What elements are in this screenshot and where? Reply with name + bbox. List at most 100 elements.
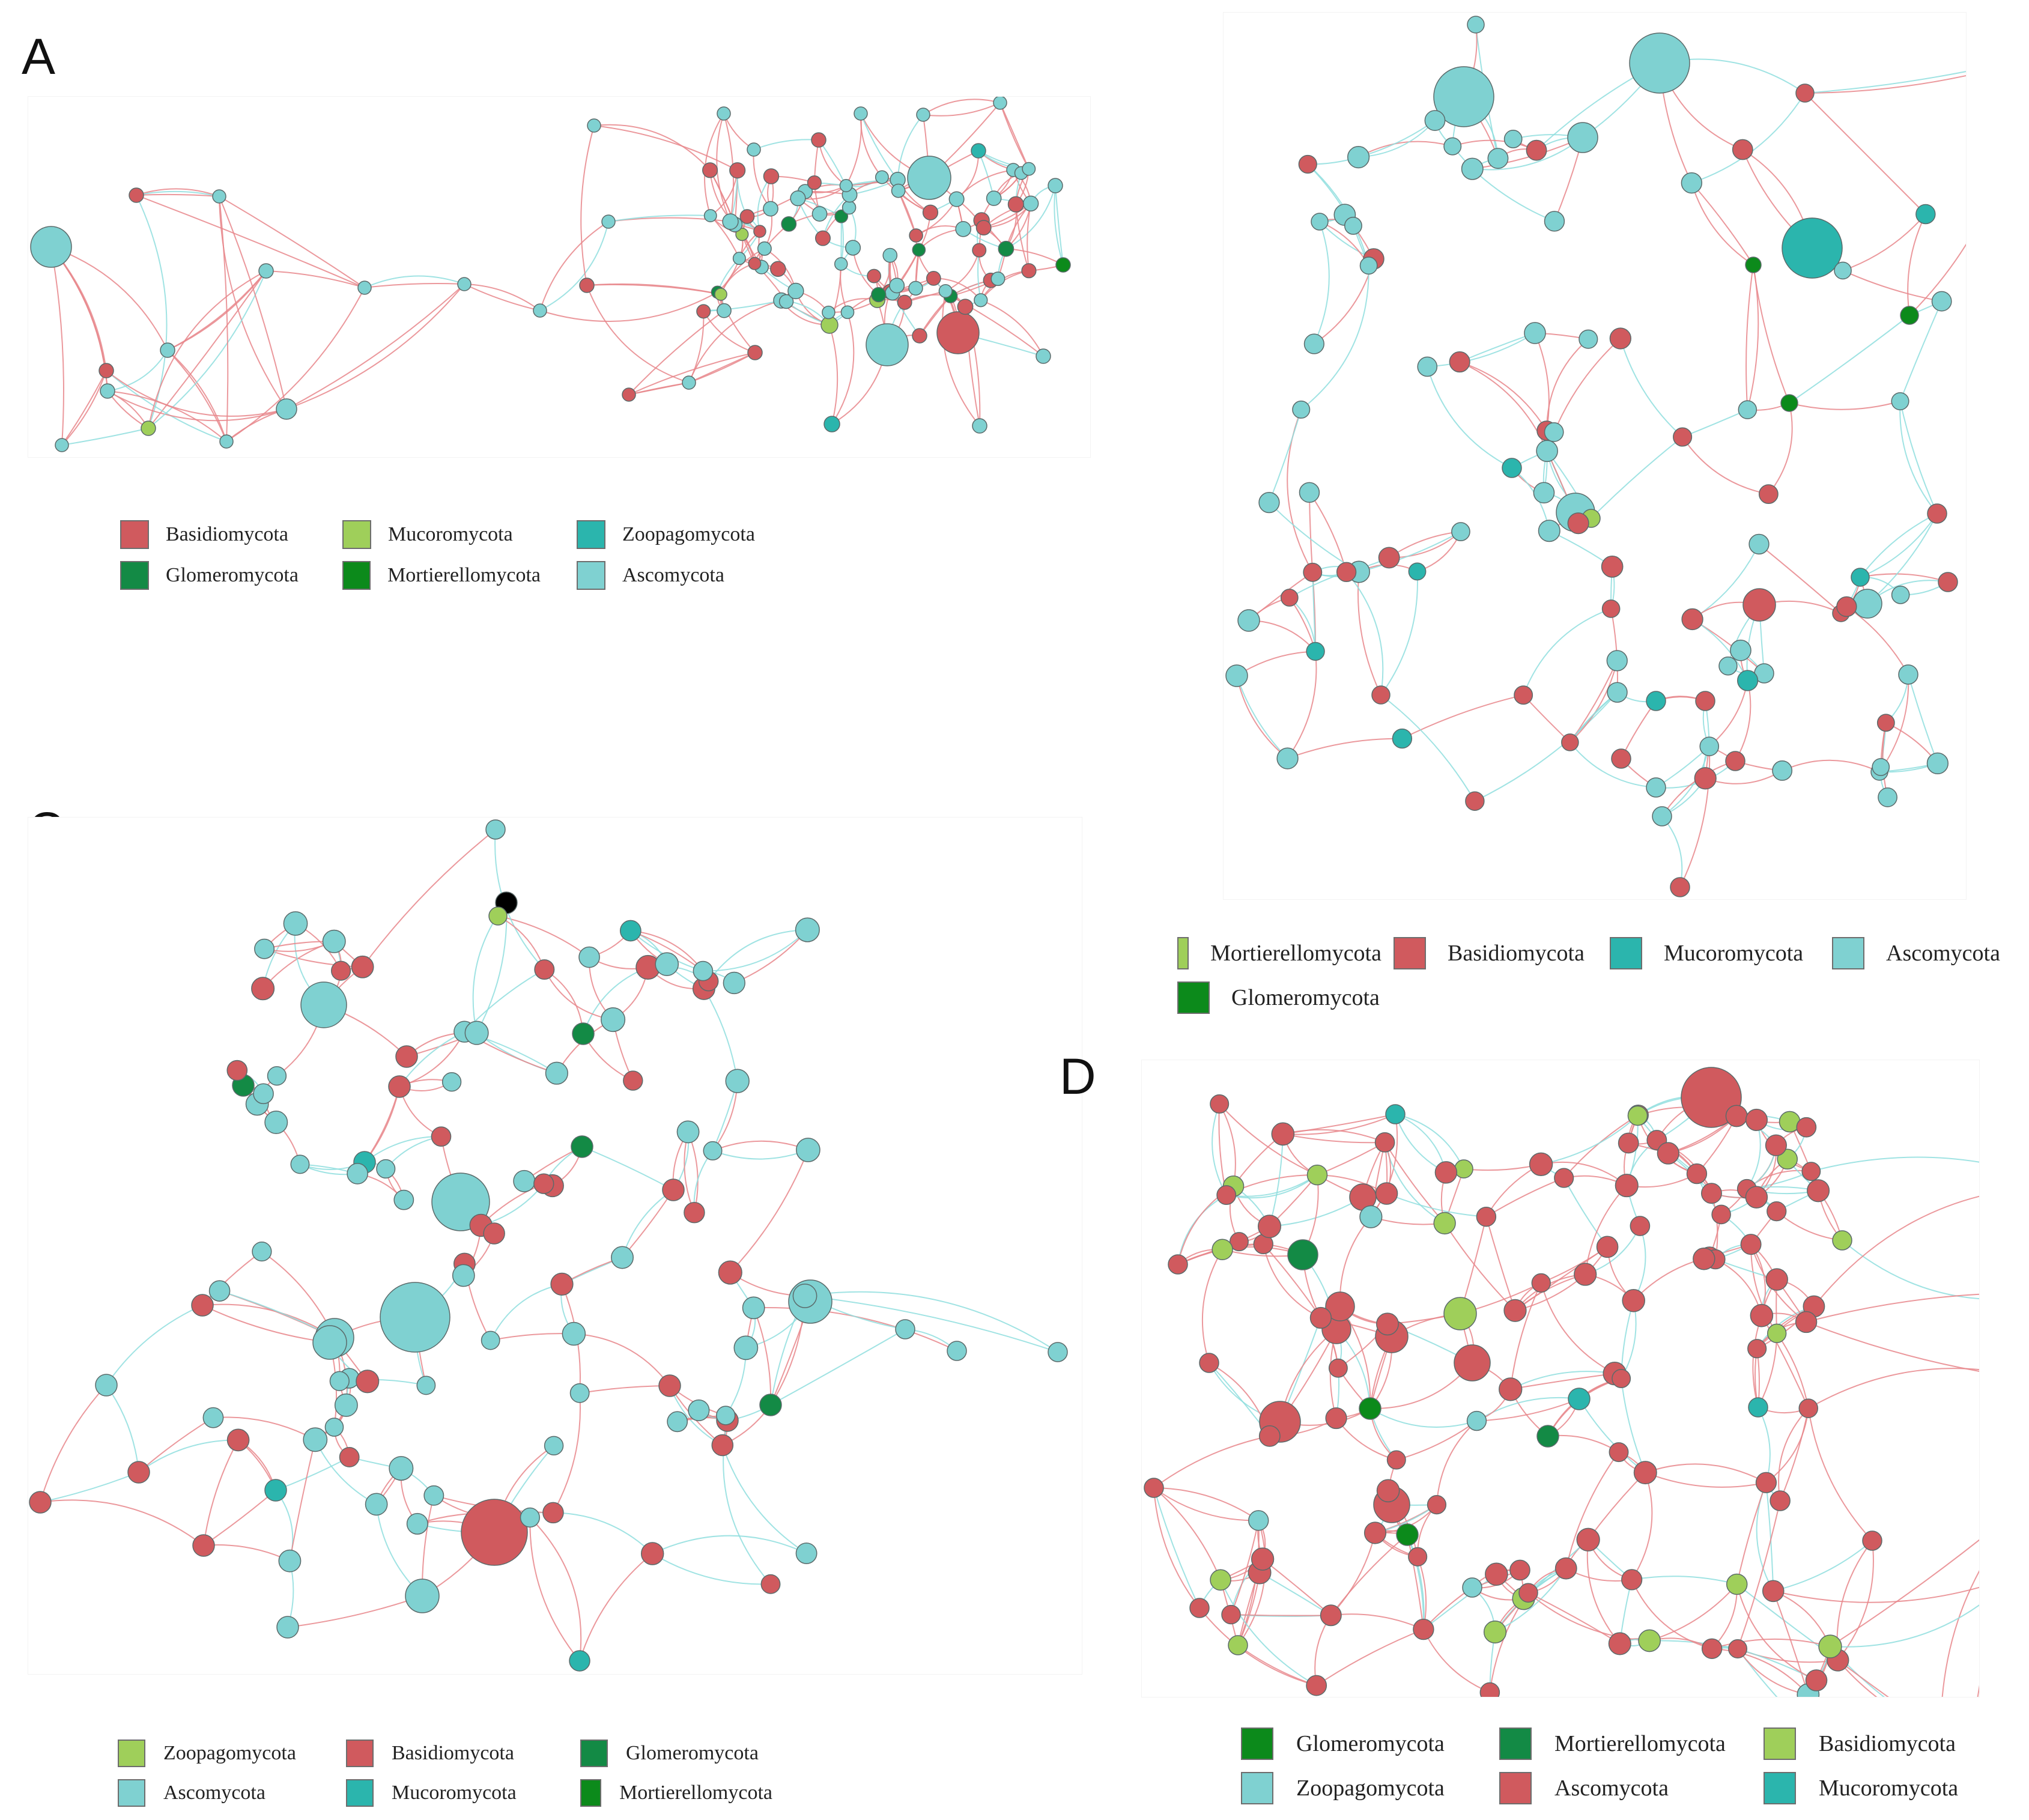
network-node <box>795 917 820 942</box>
network-node <box>534 959 555 980</box>
network-edge <box>804 1291 1058 1353</box>
network-node <box>1801 1162 1821 1181</box>
network-edge <box>753 1308 772 1406</box>
network-node <box>339 1446 360 1467</box>
network-node <box>141 420 156 436</box>
network-node <box>688 1399 710 1422</box>
network-edge <box>1523 694 1571 743</box>
network-edge <box>1736 1584 1817 1681</box>
network-edge <box>106 1385 139 1473</box>
network-node <box>550 1272 574 1296</box>
network-node <box>1686 1163 1708 1185</box>
network-node <box>1007 196 1024 213</box>
network-edge <box>1830 1539 1979 1647</box>
network-node <box>1336 562 1357 583</box>
network-edge <box>136 195 168 429</box>
network-edge <box>1907 214 1926 316</box>
network-edge <box>1476 1398 1580 1422</box>
legend-item: Ascomycota <box>577 561 769 590</box>
network-node <box>30 226 72 268</box>
network-node <box>1502 458 1522 478</box>
network-edge <box>553 1512 653 1555</box>
legend-label: Glomeromycota <box>166 564 299 586</box>
network-edge <box>553 1393 581 1513</box>
network-node <box>1280 589 1299 607</box>
network-node <box>1424 110 1446 132</box>
network-edge <box>1661 816 1683 888</box>
network-edge <box>1335 1418 1397 1461</box>
network-node <box>1576 1527 1600 1552</box>
network-edge <box>923 102 1001 117</box>
network-node <box>347 1163 368 1185</box>
network-node <box>1306 642 1325 661</box>
legend-swatch <box>118 1740 145 1767</box>
network-edge <box>1427 332 1536 368</box>
network-node <box>127 1461 150 1484</box>
network-node <box>834 257 848 271</box>
network-edge <box>1199 1607 1317 1687</box>
network-node <box>1287 1239 1318 1270</box>
network-edge <box>107 350 168 392</box>
network-edge <box>1619 338 1683 438</box>
network-node <box>457 277 472 291</box>
network-node <box>1554 1557 1577 1580</box>
network-graph-d <box>1144 1067 1979 1697</box>
network-node <box>1574 1263 1597 1286</box>
network-node <box>1629 32 1690 94</box>
network-node <box>1767 1323 1787 1344</box>
network-edge <box>1523 608 1612 696</box>
legend-item: Basidiomycota <box>120 520 306 549</box>
network-edge <box>539 221 609 311</box>
legend-item: Ascomycota <box>1499 1772 1739 1804</box>
network-node <box>955 221 972 237</box>
legend-item: Basidiomycota <box>346 1740 544 1767</box>
network-node <box>1258 1425 1281 1447</box>
network-edge <box>1055 185 1064 265</box>
network-edge <box>1909 243 1966 316</box>
network-node <box>717 303 732 318</box>
legend-b: Mortierellomycota Basidiomycota Mucoromy… <box>1177 937 2006 1014</box>
network-node <box>1298 154 1317 174</box>
network-node <box>513 1169 536 1192</box>
network-node <box>972 418 987 434</box>
nodes <box>29 819 1068 1672</box>
network-node <box>1533 482 1555 504</box>
network-node <box>986 190 1002 206</box>
network-node <box>1271 1122 1295 1146</box>
network-edge <box>1436 1420 1478 1505</box>
network-edge <box>1586 1539 1621 1645</box>
network-node <box>807 175 822 190</box>
network-edge <box>1752 1315 1762 1408</box>
network-node <box>781 216 797 232</box>
network-edge <box>1691 183 1754 265</box>
network-edge <box>586 285 690 383</box>
network-edge <box>1236 675 1288 759</box>
network-edge <box>286 284 465 410</box>
network-node <box>1900 306 1919 325</box>
network-node <box>1306 1164 1328 1186</box>
legend-swatch <box>342 561 371 590</box>
legend-item: Mortierellomycota <box>580 1779 772 1807</box>
network-edge <box>289 1439 316 1561</box>
network-node <box>1048 178 1063 193</box>
network-edge <box>622 1189 674 1258</box>
network-edge <box>219 196 287 410</box>
network-edge <box>840 264 848 313</box>
network-edge <box>539 221 609 311</box>
network-node <box>1726 1573 1748 1595</box>
network-node <box>1876 714 1895 732</box>
network-node <box>1834 261 1852 280</box>
network-node <box>1755 1472 1777 1493</box>
network-node <box>796 1138 820 1162</box>
network-node <box>542 1502 564 1524</box>
legend-swatch <box>1177 981 1210 1014</box>
network-edge <box>1427 366 1512 469</box>
network-edge <box>1212 1103 1227 1196</box>
network-node <box>1251 1547 1275 1571</box>
network-node <box>611 1246 634 1269</box>
network-node <box>485 819 506 840</box>
network-node <box>452 1264 475 1287</box>
network-node <box>1745 256 1762 273</box>
network-node <box>1862 1530 1882 1551</box>
network-node <box>562 1321 586 1346</box>
